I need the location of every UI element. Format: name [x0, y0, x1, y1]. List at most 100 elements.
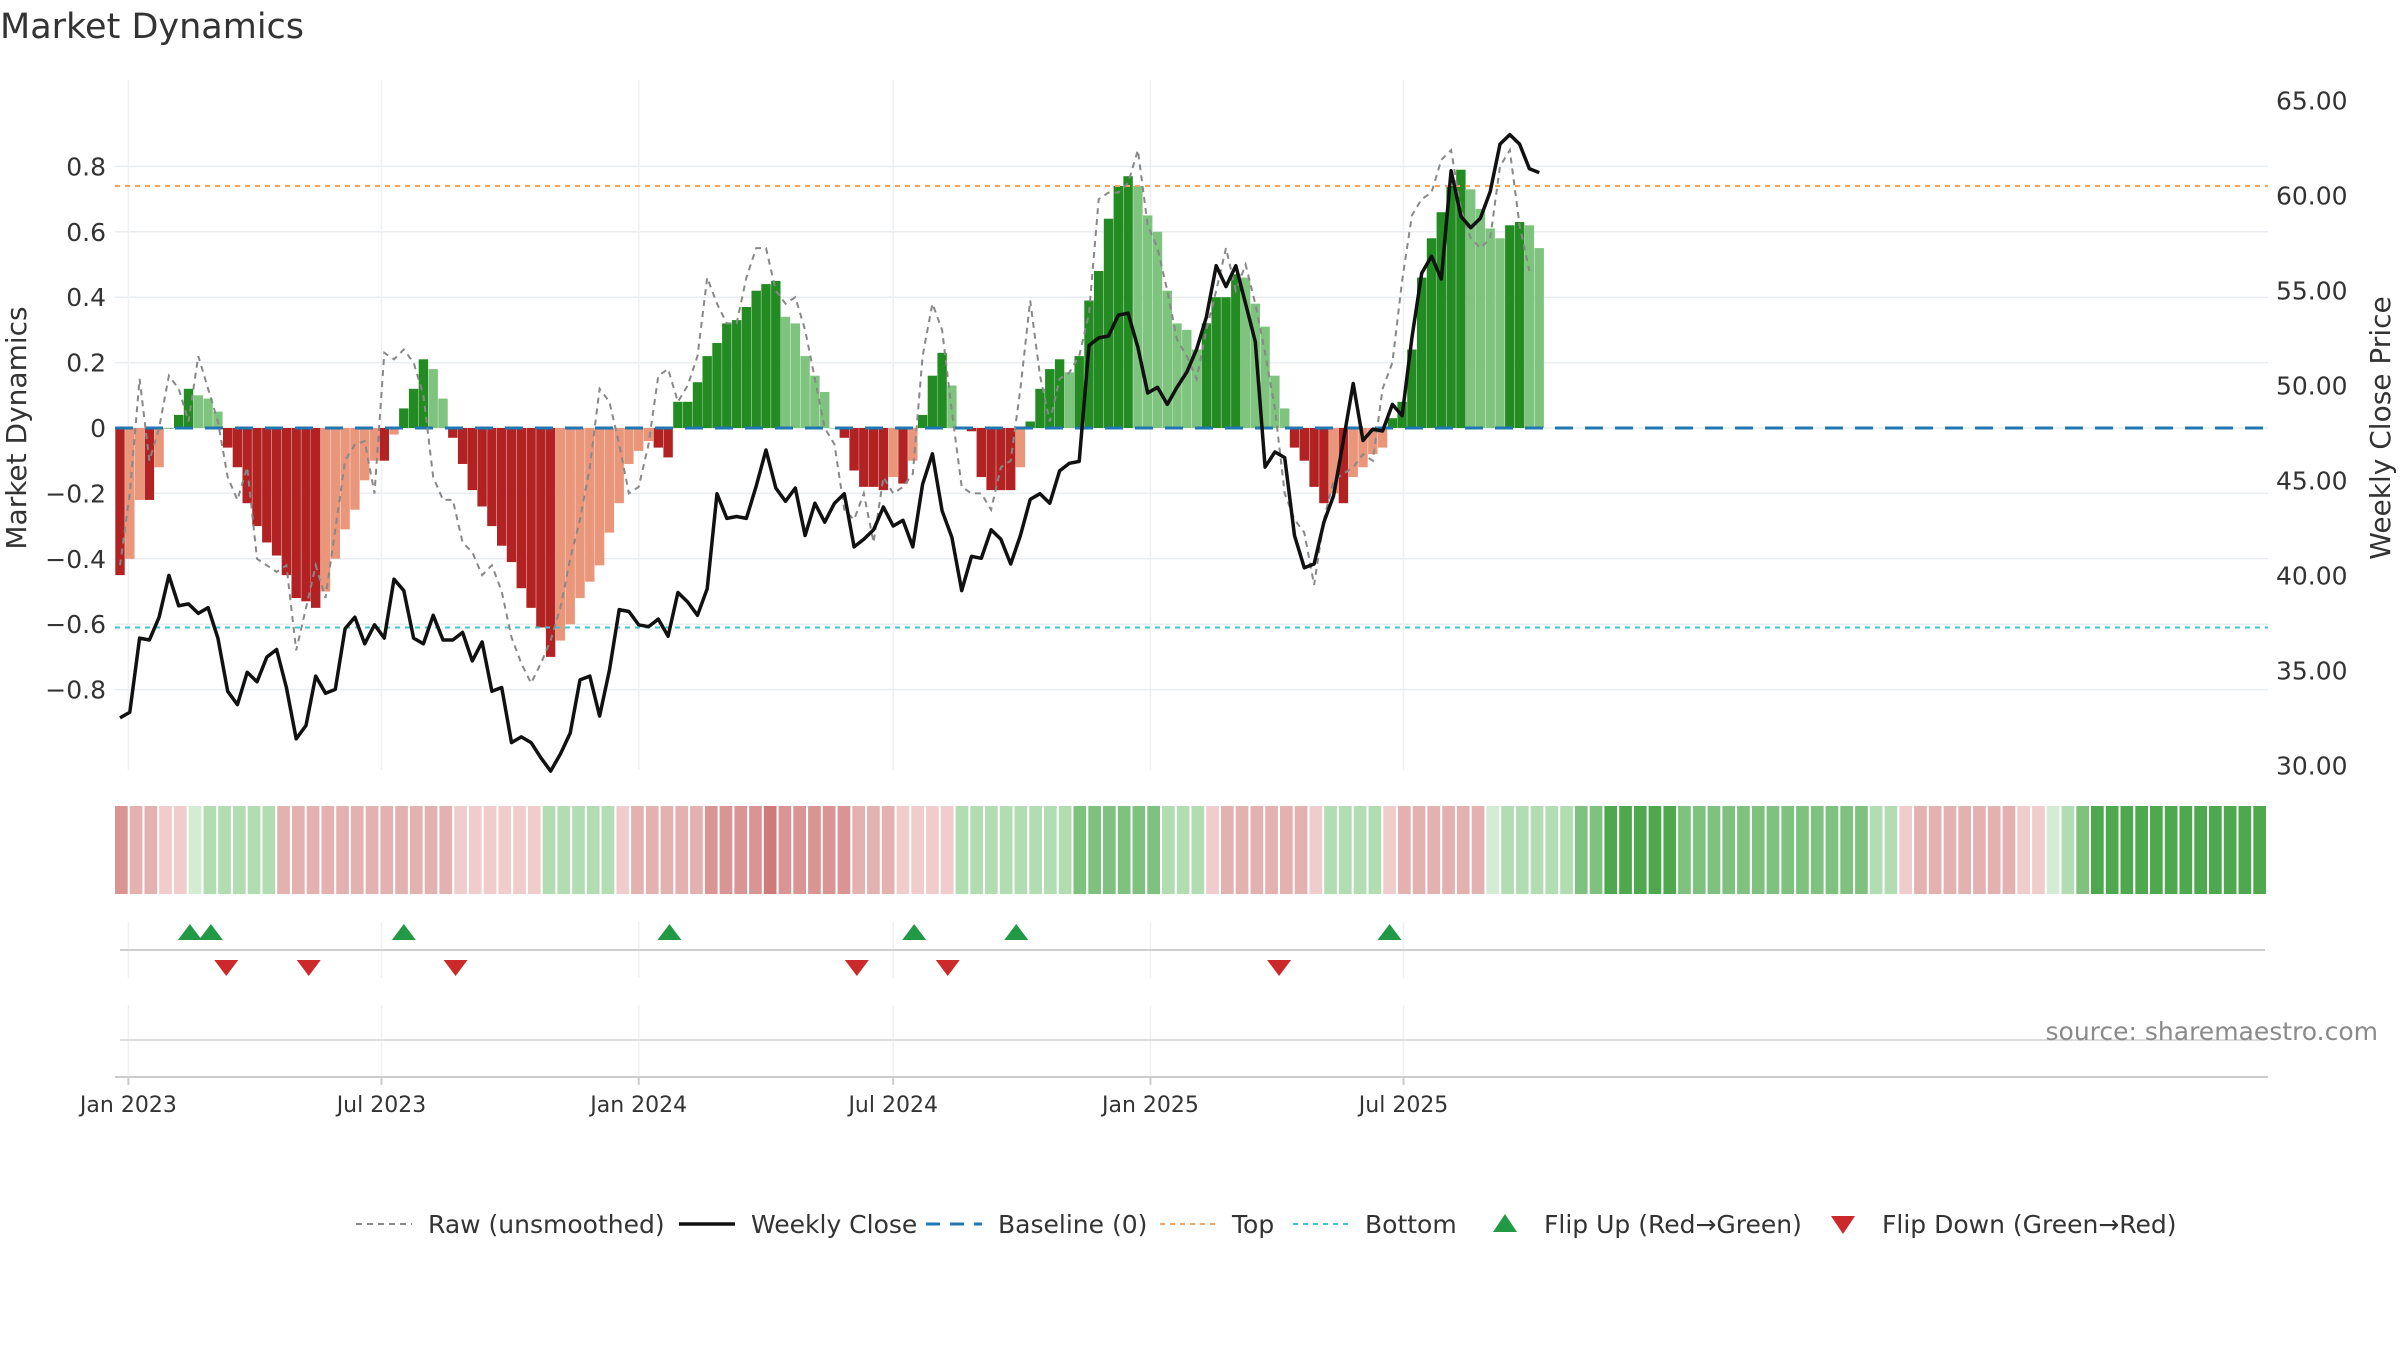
- bar: [1064, 372, 1075, 428]
- regime-strip-cell: [1987, 806, 2001, 894]
- regime-strip-cell: [734, 806, 748, 894]
- regime-strip-cell: [1221, 806, 1234, 894]
- x-axis-tick-label: Jul 2023: [335, 1093, 427, 1118]
- bar: [389, 428, 399, 435]
- bar: [741, 307, 752, 428]
- bar: [330, 428, 340, 559]
- regime-strip-cell: [867, 806, 880, 894]
- bar: [1054, 359, 1065, 428]
- y-right-tick-label: 55.00: [2276, 276, 2348, 305]
- regime-strip-cell: [1766, 806, 1780, 894]
- bar: [1524, 225, 1535, 429]
- regime-strip-cell: [1206, 806, 1219, 894]
- bar: [1505, 225, 1515, 429]
- regime-strip-cell: [1250, 806, 1264, 894]
- regime-strip-cell: [1147, 806, 1160, 894]
- bar: [810, 375, 820, 429]
- regime-strip-cell: [881, 806, 895, 894]
- regime-strip-cell: [2091, 806, 2104, 894]
- regime-strip-cell: [1884, 806, 1898, 894]
- x-axis-tick-label: Jan 2024: [588, 1093, 687, 1118]
- regime-strip-cell: [350, 806, 364, 894]
- y-axis-right: 30.00 35.00 40.00 45.00 50.00 55.00 60.00 65.00: [2276, 86, 2348, 780]
- regime-strip-cell: [1899, 806, 1912, 894]
- bar: [174, 414, 184, 428]
- regime-strip-cell: [262, 806, 276, 894]
- bar-series: [115, 169, 1544, 657]
- regime-strip-cell: [1044, 806, 1057, 894]
- bar: [399, 408, 409, 429]
- regime-strip-cell: [1280, 806, 1293, 894]
- bar: [653, 428, 663, 448]
- bar: [438, 398, 448, 429]
- regime-strip-cell: [704, 806, 718, 894]
- regime-strip-cell: [719, 806, 733, 894]
- regime-strip-cell: [1663, 806, 1677, 894]
- bar: [927, 375, 938, 429]
- regime-strip-cell: [1810, 806, 1824, 894]
- regime-strip-cell: [1943, 806, 1957, 894]
- regime-strip-cell: [1958, 806, 1971, 894]
- regime-strip-cell: [690, 806, 703, 894]
- bar: [790, 323, 800, 429]
- legend-label-bottom: Bottom: [1365, 1210, 1457, 1239]
- regime-strip-cell: [1427, 806, 1441, 894]
- regime-strip-cell: [321, 806, 335, 894]
- regime-strip-cell: [424, 806, 438, 894]
- x-axis: Jan 2023 Jul 2023 Jan 2024 Jul 2024 Jan 2025…: [78, 1076, 2268, 1118]
- regime-strip-cell: [1840, 806, 1853, 894]
- regime-strip-cell: [2253, 806, 2266, 894]
- regime-strip-cell: [1751, 806, 1765, 894]
- bar: [555, 428, 566, 641]
- regime-strip-cell: [1412, 806, 1426, 894]
- regime-strip-cell: [675, 806, 689, 894]
- bar: [193, 395, 203, 428]
- regime-strip-cell: [645, 806, 659, 894]
- regime-strip-cell: [1973, 806, 1986, 894]
- regime-strip-cell: [188, 806, 202, 894]
- bar: [614, 428, 624, 504]
- raw-series-line: [119, 147, 1531, 686]
- x-axis-tick-label: Jan 2023: [78, 1093, 177, 1118]
- regime-strip-cell: [955, 806, 969, 894]
- regime-strip-cell: [601, 806, 615, 894]
- regime-strip-cell: [2061, 806, 2075, 894]
- regime-strip-cell: [1398, 806, 1411, 894]
- regime-strip-cell: [749, 806, 762, 894]
- y-axis-left-label: Market Dynamics: [0, 306, 33, 549]
- regime-strip-cell: [1707, 806, 1721, 894]
- bar: [232, 428, 243, 468]
- bar: [1377, 428, 1388, 448]
- bar: [731, 320, 742, 429]
- x-axis-tick-label: Jan 2025: [1100, 1093, 1199, 1118]
- regime-strip-cell: [1515, 806, 1529, 894]
- bar: [1270, 375, 1280, 429]
- regime-strip-cell: [1162, 806, 1175, 894]
- bar: [281, 428, 292, 576]
- regime-strip-cell: [292, 806, 305, 894]
- bar: [1162, 290, 1172, 429]
- regime-strip-cell: [115, 806, 128, 894]
- y-left-tick-label: 0: [90, 414, 106, 443]
- bar: [144, 428, 155, 500]
- regime-strip-cell: [1176, 806, 1190, 894]
- regime-strip-cell: [203, 806, 217, 894]
- regime-strip-cell: [2076, 806, 2089, 894]
- y-left-tick-label: −0.6: [45, 610, 106, 639]
- weekly-close-line: [119, 132, 1540, 773]
- regime-strip-cell: [1928, 806, 1942, 894]
- regime-strip-cell: [1029, 806, 1042, 894]
- bar: [849, 428, 859, 471]
- bar: [1240, 277, 1251, 429]
- regime-strip-cell: [808, 806, 821, 894]
- bar: [1358, 428, 1368, 468]
- regime-strip-cell: [1265, 806, 1278, 894]
- regime-strip-cell: [439, 806, 453, 894]
- bar: [986, 428, 996, 491]
- legend: Raw (unsmoothed) Weekly Close Baseline (0)…: [356, 1210, 2177, 1239]
- bar: [594, 428, 605, 566]
- legend-label-flip_down: Flip Down (Green→Red): [1882, 1210, 2177, 1239]
- regime-strip-cell: [1825, 806, 1839, 894]
- x-axis-tick-label: Jul 2025: [1357, 1093, 1449, 1118]
- bar: [1426, 238, 1437, 428]
